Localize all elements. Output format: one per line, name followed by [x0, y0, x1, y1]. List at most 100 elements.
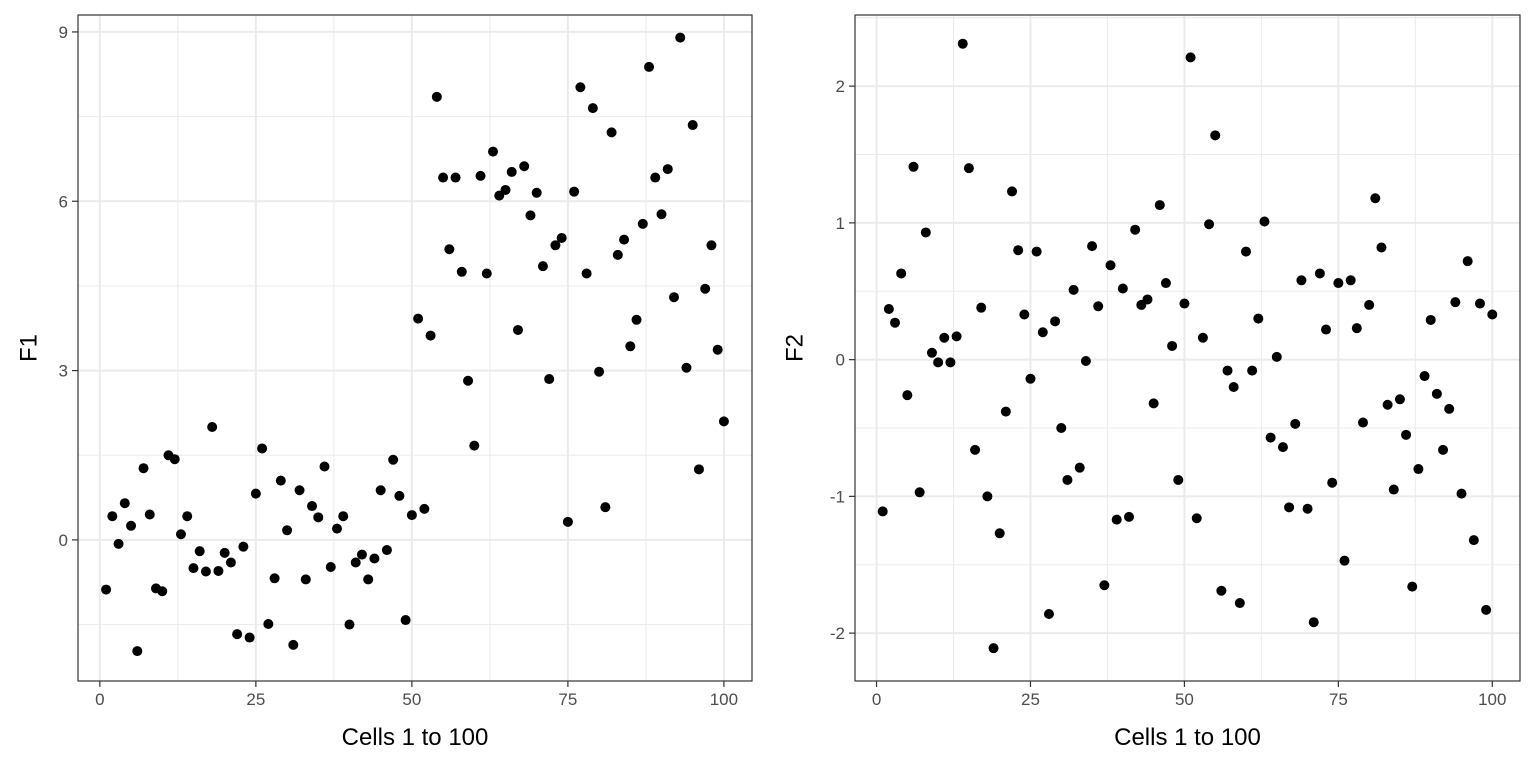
f1-data-point — [463, 375, 474, 386]
f2-data-point — [1345, 275, 1356, 286]
f1-x-tick-label: 75 — [558, 690, 577, 709]
f1-data-point — [375, 485, 386, 496]
f1-data-point — [282, 525, 293, 536]
f1-data-point — [612, 249, 623, 260]
f2-data-point — [1271, 351, 1282, 362]
f2-data-point — [920, 227, 931, 238]
f1-data-point — [469, 440, 480, 451]
f1-data-point — [244, 632, 255, 643]
f1-data-point — [313, 512, 324, 523]
f2-x-tick-label: 100 — [1478, 690, 1506, 709]
f1-data-point — [481, 268, 492, 279]
f2-x-tick-label: 75 — [1329, 690, 1348, 709]
f1-data-point — [637, 218, 648, 229]
f1-y-tick-label: 3 — [59, 362, 68, 381]
f1-data-point — [712, 344, 723, 355]
f2-data-point — [1087, 241, 1098, 252]
f1-data-point — [388, 454, 399, 465]
f1-data-point — [381, 545, 392, 556]
f1-data-point — [307, 501, 318, 512]
f2-data-point — [1204, 219, 1215, 230]
f2-data-point — [1259, 216, 1270, 227]
f1-data-point — [394, 490, 405, 501]
f1-data-point — [319, 461, 330, 472]
f1-panel-border — [77, 14, 753, 682]
f2-data-point — [1043, 608, 1054, 619]
f2-data-point — [908, 161, 919, 172]
f1-data-point — [519, 161, 530, 172]
f2-data-point — [982, 491, 993, 502]
f1-x-tick-label: 50 — [402, 690, 421, 709]
f2-data-point — [926, 347, 937, 358]
f1-data-point — [562, 516, 573, 527]
f2-data-point — [1481, 604, 1492, 615]
f1-data-point — [126, 520, 137, 531]
f2-data-point — [1173, 474, 1184, 485]
f1-data-point — [406, 510, 417, 521]
f2-data-point — [1382, 399, 1393, 410]
f2-y-tick-label: -1 — [830, 487, 845, 506]
f2-data-point — [1450, 297, 1461, 308]
f2-data-point — [1333, 278, 1344, 289]
f2-data-point — [1407, 581, 1418, 592]
f1-data-point — [331, 523, 342, 534]
f1-y-tick-label: 9 — [59, 23, 68, 42]
f1-data-point — [169, 454, 180, 465]
f1-data-point — [425, 330, 436, 341]
f1-data-point — [687, 120, 698, 131]
f1-data-point — [718, 416, 729, 427]
f2-data-point — [1388, 484, 1399, 495]
f2-data-point — [1425, 314, 1436, 325]
f1-data-point — [200, 566, 211, 577]
f2-y-axis-title: F2 — [781, 334, 808, 362]
f2-data-point — [1431, 388, 1442, 399]
f2-data-point — [1031, 246, 1042, 257]
f1-data-point — [263, 618, 274, 629]
f2-x-axis-title: Cells 1 to 100 — [1114, 724, 1261, 751]
f2-y-tick-label: 1 — [836, 214, 845, 233]
f2-y-tick-label: -2 — [830, 624, 845, 643]
f2-data-point — [1419, 371, 1430, 382]
f1-data-point — [132, 646, 143, 657]
f1-data-point — [600, 502, 611, 513]
f2-data-point — [957, 38, 968, 49]
f2-data-point — [877, 506, 888, 517]
f1-data-point — [662, 164, 673, 175]
f2-data-point — [976, 302, 987, 313]
f1-data-point — [700, 283, 711, 294]
f2-panel-border — [854, 14, 1521, 682]
f1-y-axis-title: F1 — [15, 334, 42, 362]
f1-data-point — [631, 314, 642, 325]
f2-data-point — [1487, 309, 1498, 320]
f1-x-tick-label: 100 — [710, 690, 738, 709]
f1-data-point — [419, 503, 430, 514]
f1-data-point — [431, 91, 442, 102]
f2-data-point — [1025, 373, 1036, 384]
f1-data-point — [506, 166, 517, 177]
f2-data-point — [1290, 418, 1301, 429]
f1-data-point — [444, 244, 455, 255]
panel-f2: 0 25 50 75 100 -2 -1 0 1 2 Cells 1 to 100 F2 — [781, 14, 1521, 751]
f1-data-point — [356, 549, 367, 560]
f2-data-point — [1037, 327, 1048, 338]
f2-data-point — [1401, 429, 1412, 440]
f2-data-point — [1185, 52, 1196, 63]
f2-y-tick-label: 2 — [836, 77, 845, 96]
f1-data-point — [194, 546, 205, 557]
f1-x-axis-title: Cells 1 to 100 — [342, 724, 489, 751]
f2-data-point — [939, 332, 950, 343]
f2-data-point — [1210, 130, 1221, 141]
f1-data-point — [569, 186, 580, 197]
f1-data-point — [656, 209, 667, 220]
f2-data-point — [1056, 423, 1067, 434]
f2-x-tick-label: 25 — [1021, 690, 1040, 709]
f1-data-point — [238, 541, 249, 552]
f1-data-point — [488, 146, 499, 157]
f1-data-point — [219, 547, 230, 558]
f1-data-point — [207, 422, 218, 433]
f1-data-point — [294, 485, 305, 496]
f2-data-point — [1050, 316, 1061, 327]
f2-data-point — [1062, 474, 1073, 485]
f1-data-point — [369, 553, 380, 564]
f2-data-point — [1068, 284, 1079, 295]
